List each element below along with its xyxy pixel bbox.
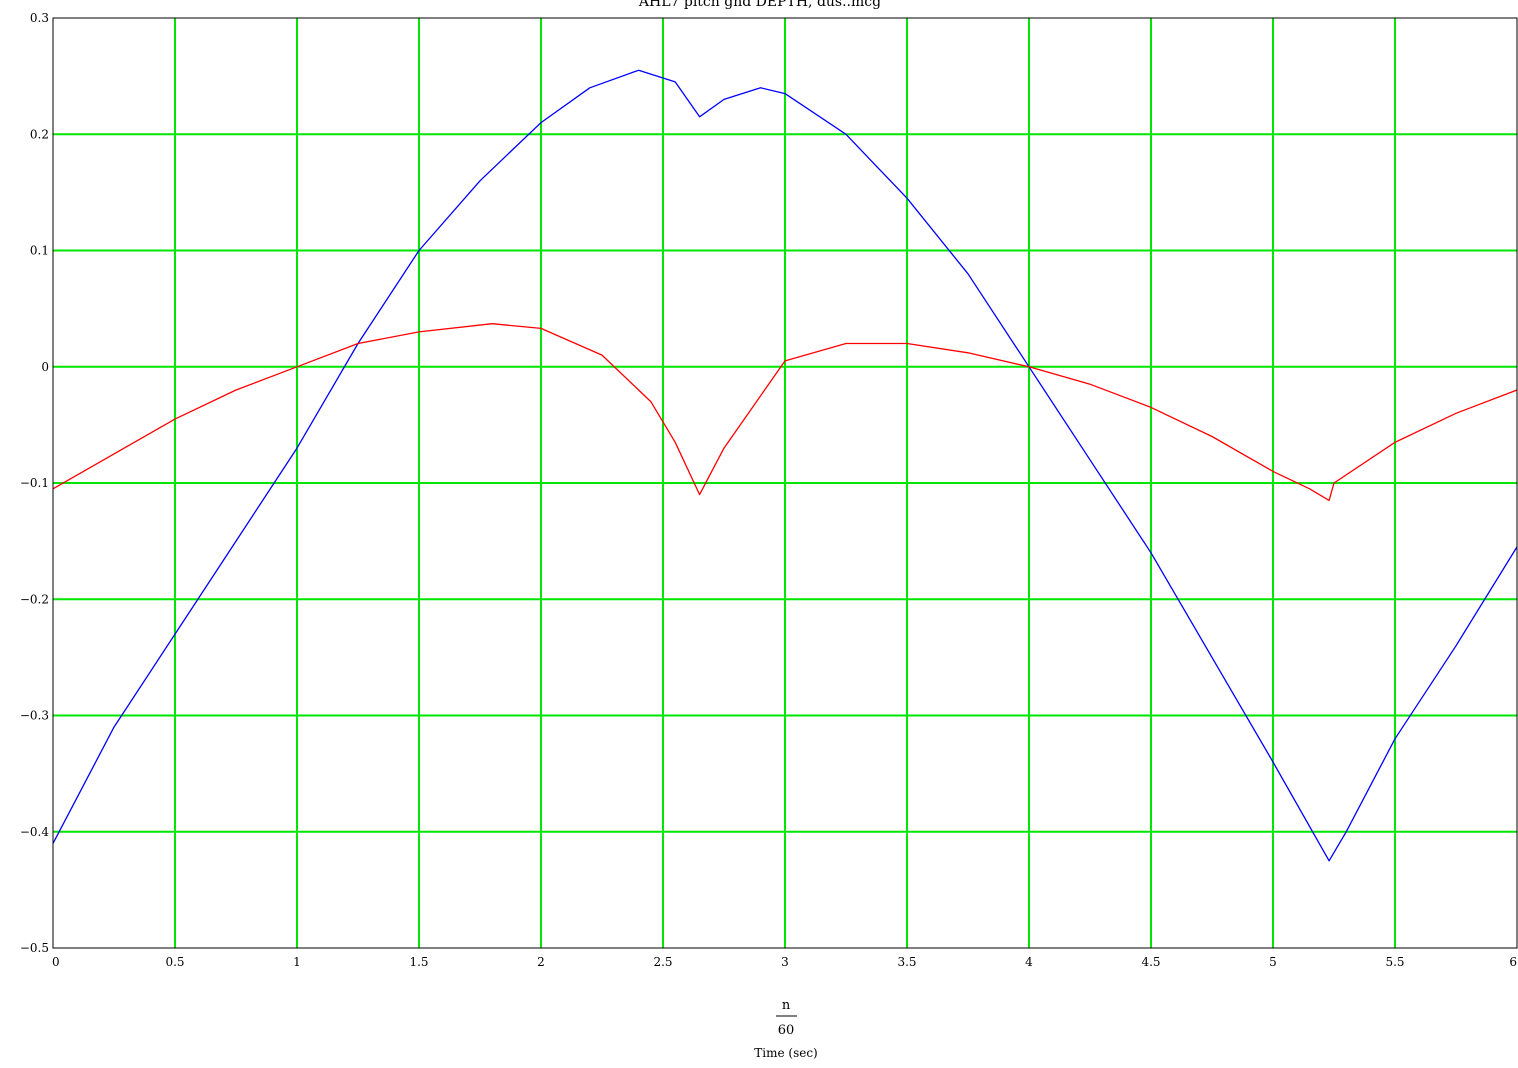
x-tick-label: 1 xyxy=(293,955,301,969)
x-tick-label: 6 xyxy=(1509,955,1517,969)
plot-frame xyxy=(52,17,1518,949)
x-tick-label: 0 xyxy=(52,955,60,969)
y-tick-label: 0.1 xyxy=(30,244,49,258)
x-tick-label: 3 xyxy=(781,955,789,969)
y-tick-label: 0.2 xyxy=(30,127,49,141)
y-tick-labels: 0.3 0.2 0.1 0 −0.1 −0.2 −0.3 −0.4 −0.5 xyxy=(20,11,50,955)
y-tick-label: 0.3 xyxy=(30,11,49,25)
y-tick-label: −0.4 xyxy=(20,825,50,839)
y-tick-label: −0.5 xyxy=(20,941,49,955)
y-tick-label: −0.1 xyxy=(20,476,49,490)
series-group xyxy=(52,69,1518,862)
grid xyxy=(53,18,1517,948)
series-line-blue xyxy=(52,69,1518,862)
x-tick-label: 4.5 xyxy=(1141,955,1160,969)
x-tick-label: 2.5 xyxy=(653,955,672,969)
x-tick-label: 0.5 xyxy=(165,955,184,969)
y-tick-label: 0 xyxy=(41,360,49,374)
y-tick-label: −0.3 xyxy=(20,709,49,723)
x-tick-label: 5.5 xyxy=(1385,955,1404,969)
x-tick-labels: 0 0.5 1 1.5 2 2.5 3 3.5 4 4.5 5 5.5 6 xyxy=(52,955,1517,969)
x-tick-label: 2 xyxy=(537,955,545,969)
x-tick-label: 4 xyxy=(1025,955,1033,969)
x-tick-label: 5 xyxy=(1269,955,1277,969)
y-tick-label: −0.2 xyxy=(20,592,49,606)
x-axis-label-numerator: n xyxy=(782,998,791,1013)
x-tick-label: 1.5 xyxy=(409,955,428,969)
x-axis-label-denominator: 60 xyxy=(778,1023,795,1038)
chart-title: AHL7 pitch gnd DEPTH, dus..mcg xyxy=(638,0,881,10)
x-axis-label: Time (sec) xyxy=(754,1046,817,1060)
x-tick-label: 3.5 xyxy=(897,955,916,969)
series-line-red xyxy=(52,323,1518,502)
